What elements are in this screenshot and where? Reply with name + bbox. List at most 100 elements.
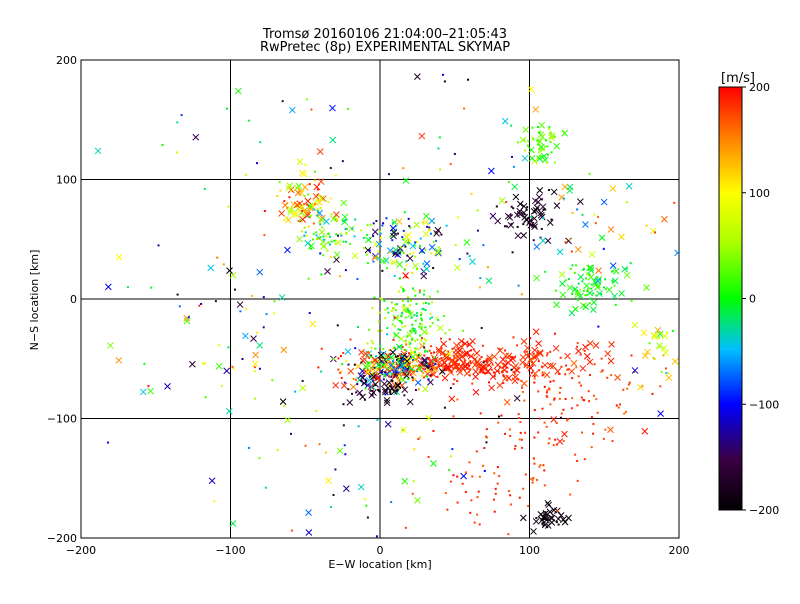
data-point-dot (516, 141, 519, 144)
data-point-cross (215, 362, 223, 370)
data-point-dot (433, 358, 436, 361)
data-point-cross (332, 381, 340, 389)
data-point-dot (425, 339, 428, 342)
data-point-dot (379, 345, 382, 348)
y-axis-label: N−S location [km] (28, 250, 41, 351)
data-point-dot (456, 501, 459, 504)
data-point-dot (502, 374, 505, 377)
data-point-dot (659, 385, 662, 388)
data-point-dot (520, 379, 523, 382)
data-point-cross (588, 250, 596, 258)
data-point-dot (420, 326, 423, 329)
data-point-dot (492, 371, 495, 374)
data-point-dot (315, 234, 318, 237)
data-point-dot (386, 327, 389, 330)
data-point-dot (400, 320, 403, 323)
data-point-dot (593, 213, 596, 216)
data-point-dot (512, 165, 515, 168)
data-point-dot (511, 251, 514, 254)
data-point-dot (222, 263, 225, 266)
data-point-dot (420, 327, 423, 330)
data-point-cross (671, 358, 679, 365)
data-point-cross (189, 360, 196, 368)
data-point-cross (512, 373, 519, 381)
data-point-cross (623, 271, 631, 279)
data-point-cross (288, 106, 296, 114)
data-point-cross (501, 117, 509, 125)
data-point-cross (393, 331, 400, 339)
data-point-dot (586, 288, 589, 291)
data-point-dot (485, 428, 488, 431)
data-point-cross (516, 200, 524, 208)
data-point-dot (497, 415, 500, 418)
data-point-dot (369, 355, 372, 358)
data-point-dot (510, 155, 513, 158)
data-point-dot (420, 314, 423, 317)
data-point-dot (393, 325, 396, 328)
data-point-dot (433, 356, 436, 359)
data-point-dot (421, 374, 424, 377)
data-point-cross (489, 373, 497, 381)
data-point-dot (342, 424, 345, 427)
data-point-dot (325, 235, 328, 238)
data-point-dot (409, 252, 412, 255)
data-point-dot (353, 235, 356, 238)
data-point-dot (478, 523, 481, 526)
data-point-cross (390, 388, 398, 395)
data-point-dot (648, 342, 651, 345)
data-point-dot (220, 384, 223, 387)
data-point-dot (554, 438, 557, 441)
data-point-dot (562, 408, 565, 411)
data-point-dot (448, 469, 451, 472)
data-point-dot (410, 328, 413, 331)
data-point-dot (409, 342, 412, 345)
data-point-cross (448, 358, 456, 365)
data-point-cross (553, 142, 561, 150)
data-point-cross (513, 366, 521, 374)
data-point-dot (218, 344, 221, 347)
data-point-dot (575, 366, 578, 369)
data-point-dot (588, 373, 591, 376)
data-point-dot (588, 302, 591, 305)
data-point-cross (541, 521, 549, 529)
data-point-dot (353, 363, 356, 366)
data-point-cross (250, 335, 257, 342)
data-point-dot (630, 299, 633, 302)
data-point-cross (462, 363, 469, 371)
data-point-cross (520, 232, 527, 239)
data-point-dot (436, 375, 439, 378)
data-point-dot (549, 350, 552, 353)
data-point-cross (592, 342, 600, 349)
data-point-cross (536, 350, 544, 357)
data-point-dot (597, 215, 600, 218)
data-point-cross (383, 360, 391, 368)
data-point-cross (115, 253, 123, 261)
data-point-dot (369, 369, 372, 372)
data-point-dot (308, 312, 311, 315)
data-point-cross (390, 232, 397, 240)
data-point-dot (493, 472, 496, 475)
data-point-dot (366, 224, 369, 227)
data-point-cross (674, 249, 679, 257)
data-point-cross (460, 472, 467, 480)
data-point-dot (330, 213, 333, 216)
data-point-dot (597, 325, 600, 328)
data-point-cross (539, 203, 547, 211)
data-point-dot (437, 147, 440, 150)
data-point-dot (412, 368, 415, 371)
x-tick-label: −200 (66, 544, 96, 557)
data-point-dot (493, 375, 496, 378)
data-point-dot (308, 183, 311, 186)
data-point-cross (413, 221, 421, 229)
data-point-dot (544, 270, 547, 273)
data-point-dot (315, 214, 318, 217)
data-point-dot (450, 371, 453, 374)
data-point-dot (437, 318, 440, 321)
data-point-cross (574, 246, 582, 253)
data-point-cross (304, 239, 312, 247)
data-point-cross (507, 221, 515, 229)
data-point-cross (299, 384, 307, 392)
data-point-dot (303, 226, 306, 229)
data-point-dot (404, 367, 407, 370)
data-point-dot (400, 345, 403, 348)
